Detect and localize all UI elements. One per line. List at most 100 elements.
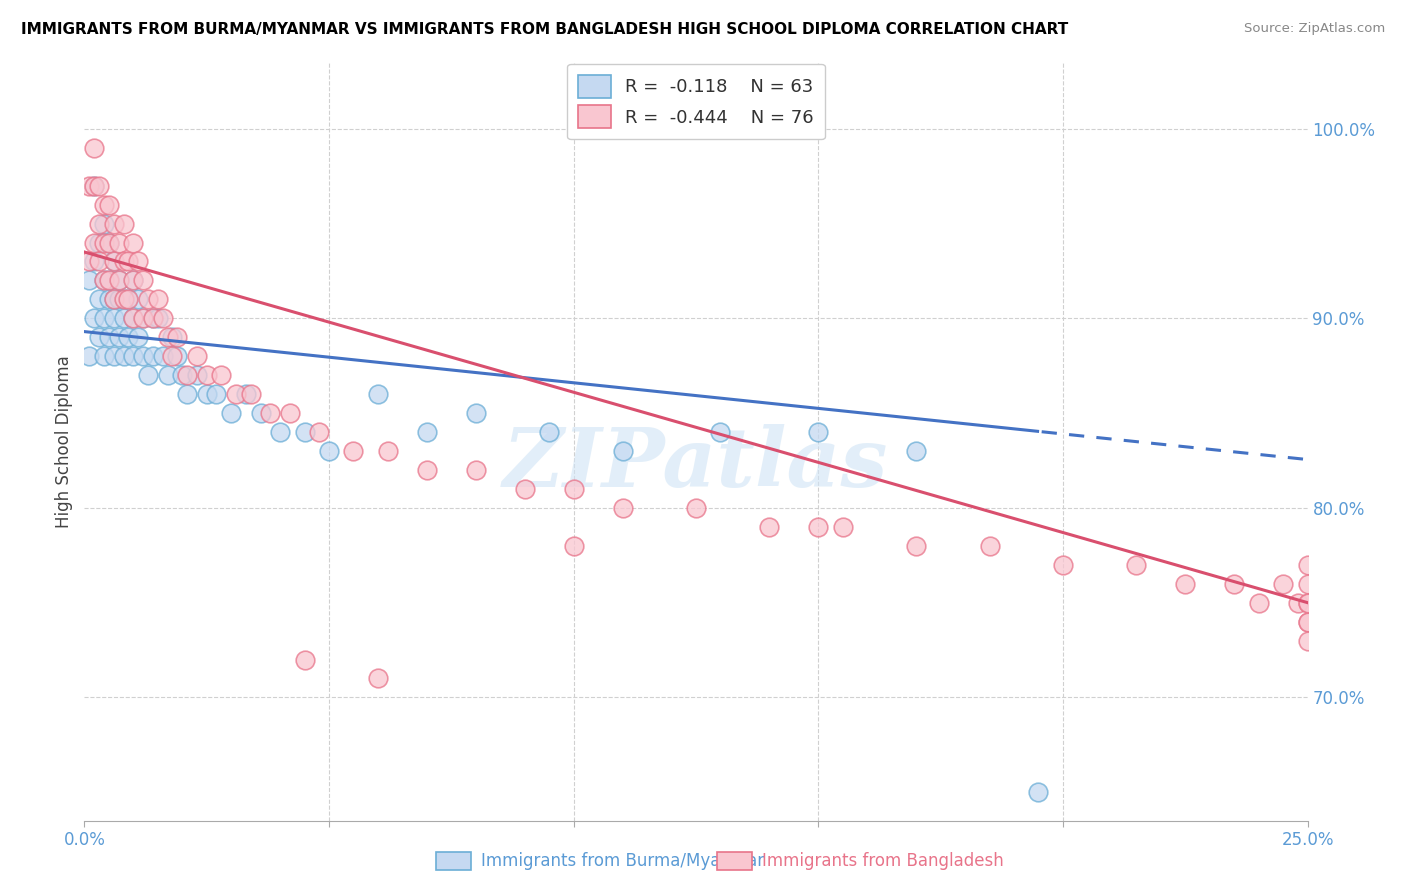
Point	[136, 293, 159, 307]
Point	[186, 349, 208, 363]
Point	[146, 293, 169, 307]
Point	[1296, 558, 1319, 572]
Point	[127, 330, 149, 344]
Point	[195, 387, 218, 401]
Point	[103, 293, 125, 307]
Point	[83, 178, 105, 193]
Point	[1125, 558, 1147, 572]
Point	[77, 273, 100, 287]
Point	[83, 141, 105, 155]
Point	[146, 311, 169, 326]
Point	[142, 349, 165, 363]
Point	[103, 254, 125, 268]
Point	[77, 178, 100, 193]
Point	[416, 463, 439, 477]
Text: Immigrants from Bangladesh: Immigrants from Bangladesh	[762, 852, 1004, 870]
Point	[219, 406, 242, 420]
Point	[1296, 633, 1319, 648]
Point	[1028, 785, 1050, 799]
Point	[905, 539, 928, 553]
Point	[93, 311, 115, 326]
Point	[83, 254, 105, 268]
Point	[979, 539, 1001, 553]
Point	[103, 349, 125, 363]
Point	[342, 444, 364, 458]
Point	[367, 672, 389, 686]
Point	[117, 293, 139, 307]
Point	[112, 311, 135, 326]
Point	[1296, 615, 1319, 629]
Point	[112, 349, 135, 363]
Text: Source: ZipAtlas.com: Source: ZipAtlas.com	[1244, 22, 1385, 36]
Point	[112, 217, 135, 231]
Point	[93, 235, 115, 250]
Point	[117, 293, 139, 307]
Point	[162, 330, 184, 344]
Point	[97, 293, 120, 307]
Point	[162, 349, 184, 363]
Point	[93, 349, 115, 363]
Point	[103, 293, 125, 307]
Point	[142, 311, 165, 326]
Point	[152, 311, 174, 326]
Point	[249, 406, 271, 420]
Point	[93, 217, 115, 231]
Point	[132, 311, 155, 326]
Point	[87, 178, 110, 193]
Point	[1296, 596, 1319, 610]
Point	[166, 349, 188, 363]
Point	[538, 425, 561, 439]
Point	[612, 500, 634, 515]
Point	[1296, 615, 1319, 629]
Point	[195, 368, 218, 383]
Point	[294, 425, 316, 439]
Point	[1052, 558, 1074, 572]
Point	[122, 235, 145, 250]
Point	[1223, 576, 1246, 591]
Point	[807, 520, 830, 534]
Point	[122, 273, 145, 287]
Point	[77, 349, 100, 363]
Point	[235, 387, 257, 401]
Point	[205, 387, 228, 401]
Point	[103, 311, 125, 326]
Point	[464, 406, 486, 420]
Point	[142, 311, 165, 326]
Text: ZIPatlas: ZIPatlas	[503, 425, 889, 504]
Point	[107, 235, 129, 250]
Point	[239, 387, 262, 401]
Point	[318, 444, 340, 458]
Point	[513, 482, 536, 496]
Point	[308, 425, 330, 439]
Point	[97, 235, 120, 250]
Point	[83, 311, 105, 326]
Point	[97, 197, 120, 211]
Point	[1286, 596, 1309, 610]
Point	[807, 425, 830, 439]
Point	[709, 425, 731, 439]
Point	[172, 368, 194, 383]
Point	[176, 387, 198, 401]
Point	[152, 349, 174, 363]
Point	[127, 293, 149, 307]
Point	[87, 235, 110, 250]
Point	[107, 293, 129, 307]
Point	[377, 444, 399, 458]
Point	[97, 235, 120, 250]
Point	[209, 368, 232, 383]
Point	[831, 520, 853, 534]
Point	[87, 293, 110, 307]
Point	[122, 349, 145, 363]
Point	[93, 273, 115, 287]
Point	[77, 254, 100, 268]
Point	[136, 368, 159, 383]
Point	[112, 293, 135, 307]
Legend: R =  -0.118    N = 63, R =  -0.444    N = 76: R = -0.118 N = 63, R = -0.444 N = 76	[568, 64, 824, 139]
Point	[87, 254, 110, 268]
Point	[1272, 576, 1295, 591]
Point	[166, 330, 188, 344]
Point	[367, 387, 389, 401]
Point	[87, 217, 110, 231]
Point	[93, 273, 115, 287]
Point	[1296, 596, 1319, 610]
